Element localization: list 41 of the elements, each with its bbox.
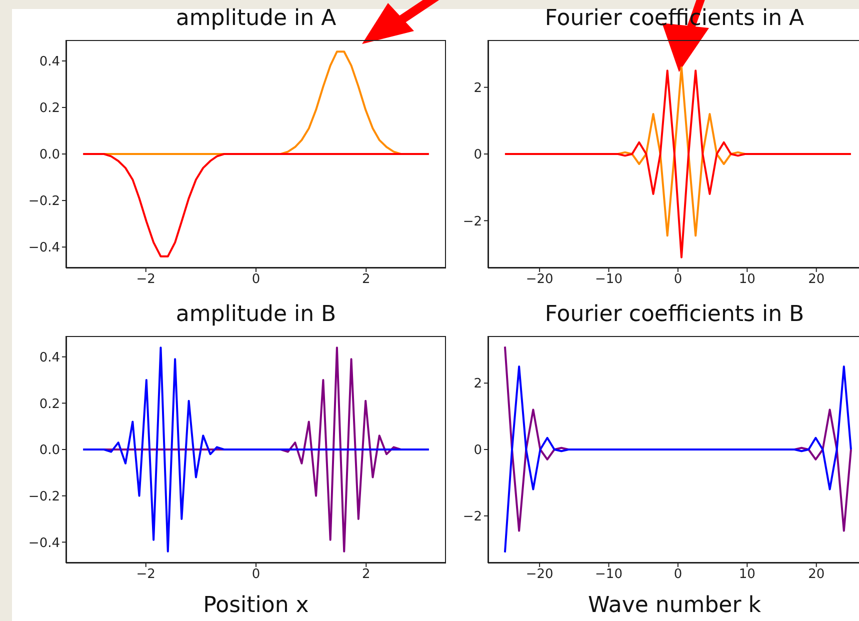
y-tick-label: 0.4 (39, 350, 60, 366)
y-tick-label: 0.4 (39, 54, 60, 70)
line-series (82, 153, 430, 258)
y-tick-label: 0.0 (39, 148, 60, 163)
x-tick-label: −10 (595, 272, 622, 288)
y-tick-label: −0.2 (28, 489, 60, 504)
x-tick-label: 0 (252, 567, 260, 582)
x-tick-label: 2 (362, 567, 370, 582)
y-tick-label: −2 (462, 214, 482, 230)
y-tick-label: 2 (474, 80, 482, 96)
y-tick-label: −2 (462, 509, 482, 524)
x-tick-label: 10 (738, 567, 756, 582)
y-tick-label: −0.4 (28, 536, 60, 551)
y-tick-label: 0 (474, 148, 482, 163)
x-tick-label: 0 (252, 272, 260, 288)
y-tick-label: −0.2 (28, 194, 60, 210)
y-tick-label: 2 (474, 376, 482, 392)
y-tick-label: 0.2 (39, 101, 60, 116)
chart-title: amplitude in A (174, 6, 338, 31)
x-tick-label: −2 (136, 272, 156, 288)
chart-title: Fourier coefficients in B (544, 302, 806, 327)
line-series (504, 70, 852, 258)
chart-title: amplitude in B (174, 302, 338, 327)
y-tick-label: 0 (474, 443, 482, 458)
y-tick-label: −0.4 (28, 240, 60, 256)
x-axis-title: Wave number k (587, 593, 762, 618)
line-series (616, 66, 746, 237)
y-tick-label: 0.0 (39, 443, 60, 458)
x-tick-label: 10 (738, 272, 756, 288)
x-tick-label: 0 (674, 567, 682, 582)
x-tick-label: 0 (674, 272, 682, 288)
x-tick-label: −10 (595, 567, 622, 582)
x-tick-label: 20 (808, 567, 825, 582)
x-axis-title: Position x (202, 593, 310, 618)
x-tick-label: 2 (362, 272, 370, 288)
line-series (504, 366, 852, 554)
y-tick-label: 0.2 (39, 396, 60, 412)
x-tick-label: 20 (808, 272, 825, 288)
x-tick-label: −20 (526, 567, 554, 582)
x-tick-label: −20 (526, 272, 554, 288)
x-tick-label: −2 (136, 567, 156, 582)
